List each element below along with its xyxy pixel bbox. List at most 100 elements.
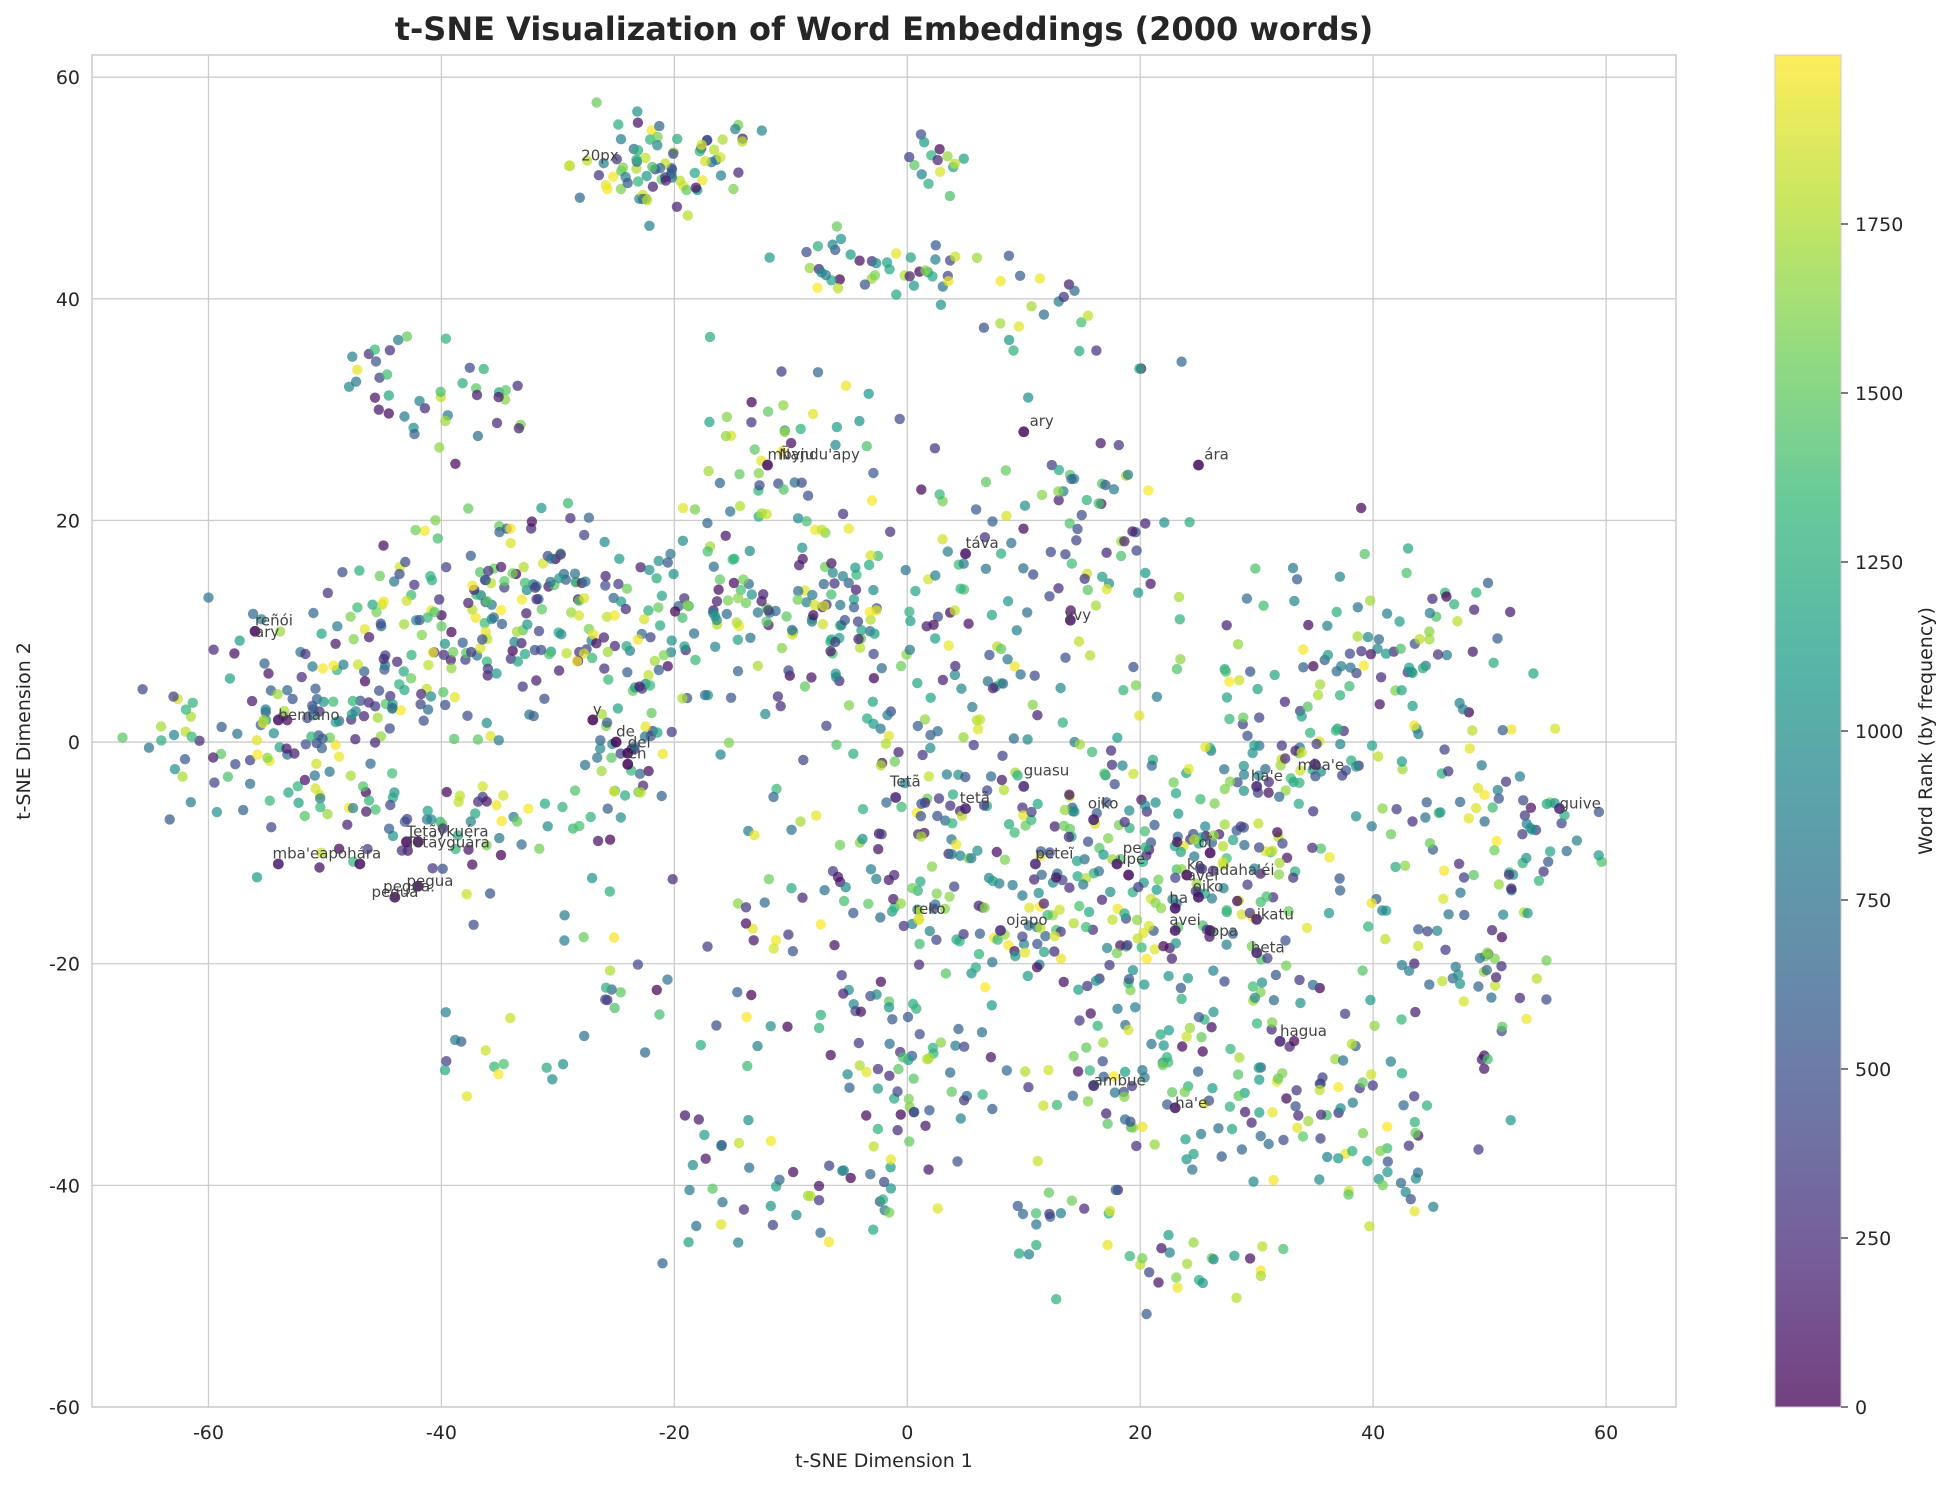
scatter-point [895, 660, 907, 672]
scatter-point [1366, 821, 1377, 832]
scatter-point [973, 948, 985, 960]
scatter-point [330, 716, 341, 728]
scatter-point [604, 834, 616, 845]
scatter-point [843, 577, 854, 589]
scatter-point [475, 567, 486, 578]
scatter-point [732, 898, 744, 909]
scatter-point [1137, 1121, 1148, 1133]
scatter-point [425, 691, 437, 702]
scatter-point [955, 583, 966, 594]
scatter-point [641, 170, 652, 182]
scatter-point [646, 707, 657, 719]
scatter-point [1119, 1114, 1131, 1125]
scatter-point [1331, 606, 1342, 618]
scatter-point [1254, 1107, 1265, 1118]
scatter-point [1571, 835, 1583, 846]
scatter-point [1012, 1200, 1023, 1212]
scatter-point [1497, 1021, 1508, 1032]
scatter-point [562, 498, 574, 509]
scatter-point [372, 712, 383, 723]
word-label: mba'e [1297, 756, 1344, 774]
scatter-point [758, 589, 769, 600]
scatter-point [1123, 974, 1135, 985]
scatter-point [1057, 717, 1069, 728]
scatter-point [448, 646, 459, 658]
scatter-point [1457, 704, 1469, 715]
scatter-point [1176, 356, 1187, 367]
scatter-point [671, 201, 683, 212]
scatter-point [821, 720, 832, 731]
scatter-point [1489, 980, 1501, 991]
scatter-point [481, 796, 492, 807]
scatter-point [923, 178, 934, 189]
scatter-point [829, 940, 840, 951]
scatter-point [1003, 819, 1015, 830]
scatter-point [979, 902, 990, 913]
scatter-point [1162, 1099, 1173, 1110]
word-label: reko [913, 900, 945, 918]
scatter-point [778, 400, 789, 411]
scatter-point [933, 793, 945, 804]
scatter-point [1409, 1116, 1421, 1128]
scatter-point [1124, 1250, 1136, 1262]
scatter-point [1073, 636, 1085, 647]
scatter-point [1453, 969, 1464, 980]
scatter-point [1334, 571, 1346, 582]
scatter-point [662, 974, 673, 985]
colorbar-tick-label: 250 [1855, 1228, 1891, 1250]
scatter-point [1079, 1203, 1090, 1214]
scatter-point [682, 210, 693, 221]
scatter-point [998, 784, 1010, 796]
scatter-point [658, 650, 669, 661]
scatter-point [1258, 600, 1269, 611]
scatter-point [930, 633, 941, 644]
scatter-point [734, 469, 745, 480]
scatter-point [1200, 741, 1211, 753]
scatter-point [808, 610, 819, 621]
scatter-point [208, 752, 219, 763]
scatter-point [1514, 992, 1526, 1004]
scatter-point [247, 608, 259, 620]
scatter-point [690, 182, 702, 193]
scatter-point [1521, 818, 1532, 829]
scatter-point [496, 815, 507, 827]
scatter-point [939, 903, 951, 914]
scatter-point [615, 183, 627, 195]
scatter-point [931, 934, 942, 945]
scatter-point [787, 946, 799, 957]
scatter-point [925, 742, 936, 754]
scatter-point [330, 739, 341, 751]
scatter-point [622, 667, 633, 678]
scatter-point [1098, 849, 1109, 860]
scatter-point [875, 976, 887, 987]
scatter-point [1182, 1258, 1193, 1270]
scatter-point [352, 364, 363, 375]
scatter-point [914, 938, 925, 950]
scatter-point [830, 439, 841, 451]
scatter-point [1119, 1066, 1131, 1078]
scatter-point [317, 663, 328, 674]
y-tick-label: 60 [56, 67, 80, 89]
scatter-point [722, 595, 734, 606]
scatter-point [369, 737, 381, 748]
scatter-point [995, 318, 1006, 329]
scatter-point [1101, 942, 1113, 954]
scatter-point [949, 158, 960, 169]
scatter-point [1422, 926, 1433, 937]
scatter-point [1208, 1006, 1219, 1018]
scatter-point [361, 806, 372, 817]
scatter-point [350, 706, 361, 717]
scatter-point [1424, 838, 1436, 849]
scatter-point [699, 689, 711, 701]
scatter-point [904, 644, 915, 655]
scatter-point [230, 759, 241, 770]
scatter-point [389, 576, 400, 587]
scatter-point [926, 861, 938, 872]
scatter-point [1019, 1066, 1031, 1077]
scatter-point [1344, 681, 1355, 692]
scatter-point [903, 1093, 914, 1105]
scatter-point [793, 560, 805, 571]
scatter-point [1245, 666, 1256, 677]
scatter-point [695, 1039, 706, 1051]
word-label: upe [1117, 850, 1145, 868]
